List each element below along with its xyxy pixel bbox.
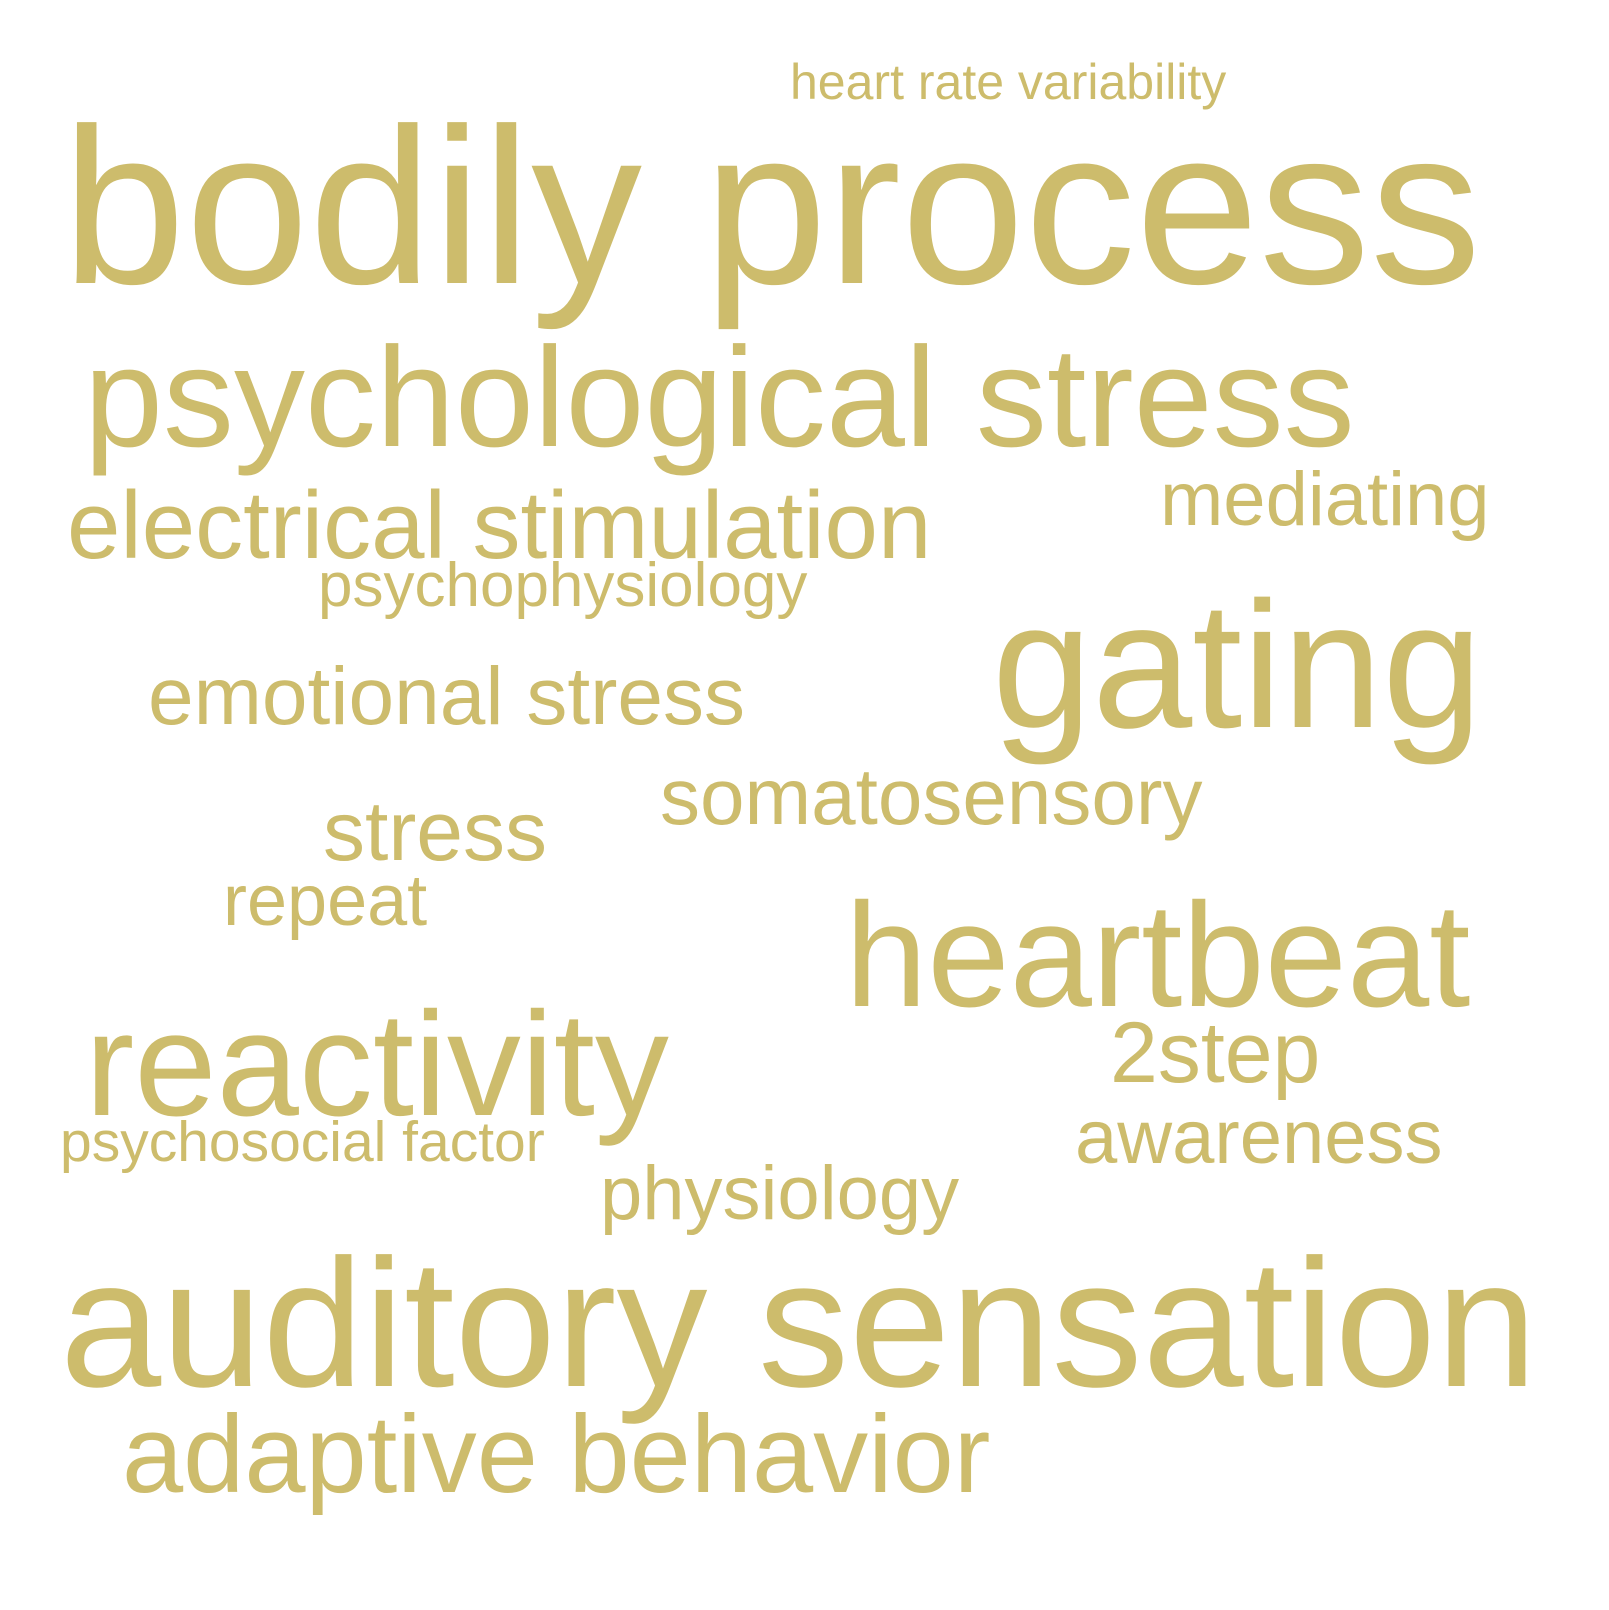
- word-bodily-process: bodily process: [62, 83, 1482, 331]
- word-psychological-stress: psychological stress: [84, 318, 1355, 477]
- word-mediating: mediating: [1160, 457, 1490, 542]
- word-psychophysiology: psychophysiology: [318, 551, 808, 620]
- word-heartbeat: heartbeat: [845, 873, 1471, 1038]
- word-adaptive-behavior: adaptive behavior: [122, 1393, 991, 1516]
- word-reactivity: reactivity: [85, 982, 669, 1147]
- word-emotional-stress: emotional stress: [148, 651, 746, 742]
- word-somatosensory: somatosensory: [660, 752, 1203, 841]
- word-gating: gating: [992, 565, 1483, 766]
- word-electrical-stimulation: electrical stimulation: [67, 472, 932, 579]
- word-heart-rate-variability: heart rate variability: [790, 54, 1227, 110]
- word-2step: 2step: [1110, 1005, 1321, 1101]
- word-physiology: physiology: [600, 1151, 960, 1236]
- word-auditory-sensation: auditory sensation: [60, 1221, 1538, 1425]
- word-awareness: awareness: [1075, 1095, 1443, 1180]
- word-psychosocial-factor: psychosocial factor: [60, 1110, 545, 1174]
- word-repeat: repeat: [223, 861, 428, 941]
- word-stress: stress: [323, 784, 548, 878]
